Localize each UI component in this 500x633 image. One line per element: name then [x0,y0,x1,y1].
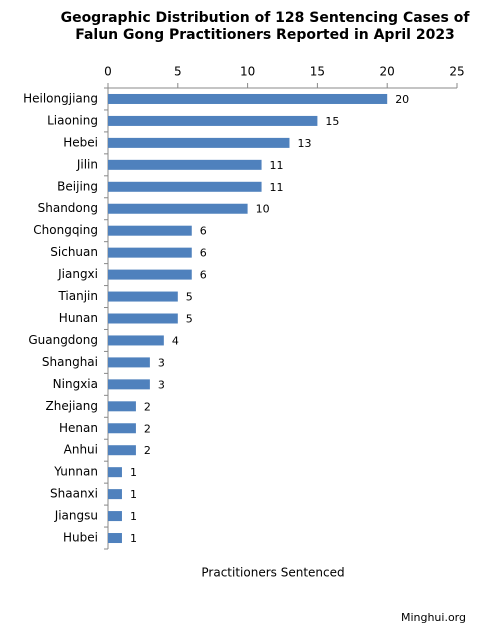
value-label: 4 [172,334,179,347]
y-tick-label: Shandong [38,201,98,215]
x-tick-label: 15 [310,65,325,79]
chart-title: Geographic Distribution of 128 Sentencin… [61,10,471,26]
y-tick-label: Yunnan [53,465,98,479]
y-tick-label: Chongqing [33,223,98,237]
bar [108,313,178,324]
y-tick-label: Shaanxi [50,487,98,501]
x-tick-label: 25 [449,65,464,79]
bar [108,181,262,192]
y-tick-label: Anhui [64,443,98,457]
bar [108,511,122,522]
bar [108,379,150,390]
value-label: 1 [130,510,137,523]
bar [108,225,192,236]
x-tick-label: 10 [240,65,255,79]
bar [108,467,122,478]
value-label: 1 [130,488,137,501]
x-axis-label: Practitioners Sentenced [201,566,344,580]
bar [108,93,388,104]
value-label: 6 [200,269,207,282]
bar [108,445,136,456]
chart-title: Falun Gong Practitioners Reported in Apr… [75,27,455,43]
value-label: 3 [158,356,165,369]
value-label: 5 [186,313,193,326]
bar [108,291,178,302]
x-tick-label: 0 [104,65,112,79]
y-tick-label: Jilin [76,157,98,171]
x-tick-label: 20 [380,65,395,79]
bar [108,269,192,280]
value-label: 5 [186,291,193,304]
bar [108,335,164,346]
value-label: 2 [144,422,151,435]
source: Minghui.org [401,611,466,624]
y-tick-label: Hubei [63,531,98,545]
y-tick-label: Hunan [59,311,98,325]
bar [108,401,136,412]
value-label: 6 [200,247,207,260]
bar [108,137,290,148]
value-label: 11 [270,181,284,194]
y-tick-label: Jiangxi [57,267,98,281]
y-tick-label: Guangdong [28,333,98,347]
y-tick-label: Tianjin [57,289,98,303]
bar [108,203,248,214]
bar [108,115,318,126]
bar [108,247,192,258]
value-label: 3 [158,378,165,391]
y-tick-label: Sichuan [50,245,98,259]
value-label: 1 [130,466,137,479]
y-tick-label: Hebei [63,135,98,149]
value-label: 20 [395,93,409,106]
y-tick-label: Henan [59,421,98,435]
bar [108,533,122,544]
value-label: 6 [200,225,207,238]
y-tick-label: Shanghai [42,355,98,369]
value-label: 11 [270,159,284,172]
value-label: 13 [297,137,311,150]
value-label: 1 [130,532,137,545]
bar [108,159,262,170]
bar [108,423,136,434]
value-label: 10 [256,203,270,216]
y-tick-label: Jiangsu [54,509,98,523]
y-tick-label: Beijing [57,179,98,193]
y-tick-label: Heilongjiang [23,91,98,105]
value-label: 2 [144,400,151,413]
value-label: 15 [325,115,339,128]
x-tick-label: 5 [174,65,182,79]
y-tick-label: Ningxia [53,377,98,391]
y-tick-label: Zhejiang [46,399,98,413]
bar [108,357,150,368]
bar [108,489,122,500]
y-tick-label: Liaoning [47,113,98,127]
value-label: 2 [144,444,151,457]
